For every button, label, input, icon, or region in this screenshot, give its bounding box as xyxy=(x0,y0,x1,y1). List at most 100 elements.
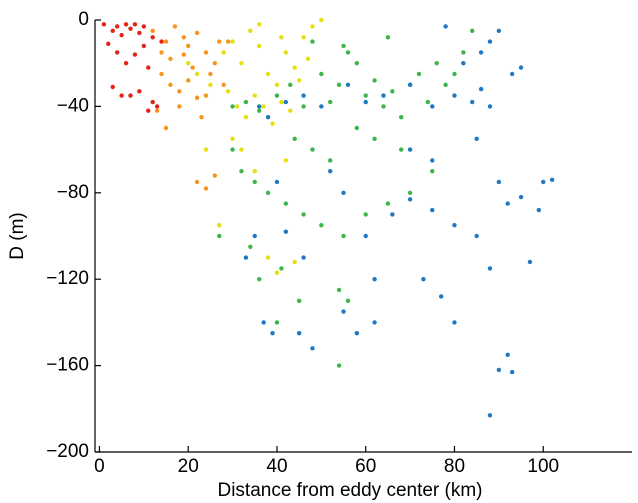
point xyxy=(279,266,284,271)
point xyxy=(230,104,235,109)
point xyxy=(319,104,324,109)
point xyxy=(150,99,155,105)
point xyxy=(261,104,266,109)
point xyxy=(217,223,222,228)
point xyxy=(274,82,280,88)
point xyxy=(252,179,257,185)
point xyxy=(536,207,542,213)
y-axis-label: D (m) xyxy=(7,212,28,259)
point xyxy=(203,50,209,55)
y-tick-label: −40 xyxy=(57,95,89,116)
x-tick-label: 20 xyxy=(178,456,199,477)
point xyxy=(328,99,333,105)
point xyxy=(407,197,413,202)
x-tick-label: 60 xyxy=(355,456,376,477)
point xyxy=(421,277,426,282)
point xyxy=(123,61,129,66)
point xyxy=(288,108,293,113)
y-tick-label: −200 xyxy=(46,441,89,462)
point xyxy=(274,93,280,98)
point xyxy=(341,309,346,314)
point xyxy=(354,125,360,131)
point xyxy=(518,194,524,200)
point xyxy=(212,61,218,66)
point xyxy=(509,369,515,375)
point xyxy=(461,61,466,66)
point xyxy=(430,207,435,213)
point xyxy=(150,35,155,40)
point xyxy=(257,104,262,109)
point xyxy=(381,104,386,109)
point xyxy=(505,352,510,357)
point xyxy=(336,287,342,293)
point xyxy=(279,35,284,40)
point xyxy=(243,255,249,260)
point xyxy=(341,43,346,49)
point xyxy=(434,61,439,66)
point xyxy=(208,82,213,88)
point xyxy=(310,346,315,351)
point xyxy=(301,104,306,109)
point xyxy=(137,89,142,94)
point xyxy=(279,99,284,105)
point xyxy=(496,28,502,33)
x-tick-label: 100 xyxy=(527,456,559,477)
point xyxy=(203,186,209,191)
point xyxy=(208,71,213,77)
x-tick-label: 0 xyxy=(94,456,105,477)
point xyxy=(345,82,351,88)
point xyxy=(372,277,377,282)
point xyxy=(217,233,222,239)
point xyxy=(319,17,324,23)
point xyxy=(283,229,289,234)
point xyxy=(363,99,368,105)
point xyxy=(470,28,475,33)
point xyxy=(319,71,324,77)
y-tick-label: −80 xyxy=(57,182,89,203)
x-axis-label: Distance from eddy center (km) xyxy=(217,480,482,501)
point xyxy=(270,331,275,336)
point xyxy=(336,82,342,88)
point xyxy=(110,84,115,90)
point xyxy=(132,22,138,27)
point xyxy=(292,136,297,141)
point xyxy=(190,65,195,70)
point xyxy=(443,82,448,88)
point xyxy=(487,39,493,44)
point xyxy=(168,56,173,62)
point xyxy=(452,93,457,98)
point xyxy=(230,39,235,44)
point xyxy=(274,270,280,275)
point xyxy=(363,233,368,239)
point xyxy=(230,136,235,141)
point xyxy=(234,104,240,109)
point xyxy=(341,233,346,239)
point xyxy=(270,121,275,126)
point xyxy=(549,177,555,183)
point xyxy=(310,147,315,152)
point xyxy=(341,190,346,195)
point xyxy=(385,35,391,40)
point xyxy=(438,294,444,299)
point xyxy=(119,32,124,38)
point xyxy=(310,24,315,29)
point xyxy=(301,93,306,98)
point xyxy=(177,104,182,109)
point xyxy=(239,169,244,174)
point xyxy=(390,89,395,94)
point xyxy=(185,43,191,49)
point xyxy=(416,71,422,77)
point xyxy=(336,363,342,368)
point xyxy=(221,82,226,88)
point xyxy=(474,136,479,141)
point xyxy=(319,223,324,228)
point xyxy=(288,82,293,88)
point xyxy=(163,39,169,44)
point xyxy=(154,108,160,113)
point xyxy=(141,43,147,49)
point xyxy=(363,93,368,98)
point xyxy=(461,50,466,55)
point xyxy=(114,50,120,55)
